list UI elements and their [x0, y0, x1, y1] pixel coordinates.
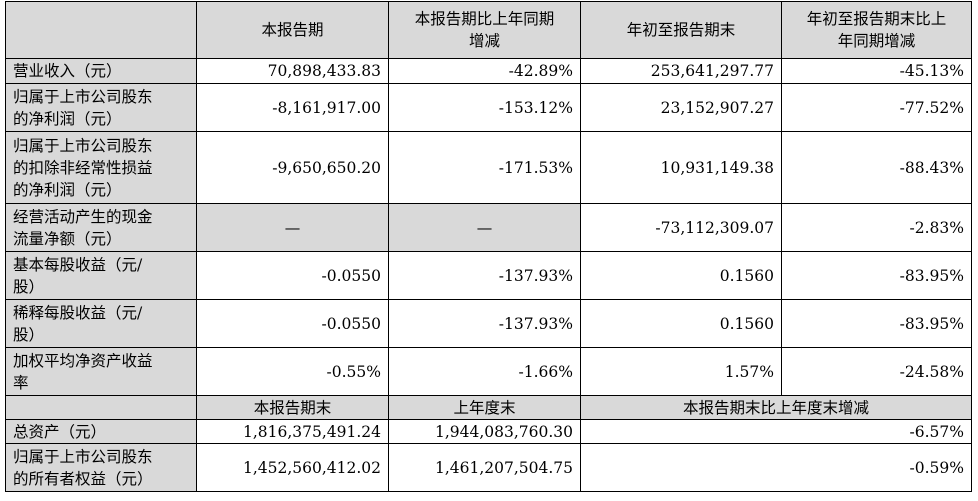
cell-yoy: -171.53% — [388, 131, 581, 204]
row-label-line: 的净利润（元） — [13, 180, 122, 199]
header-ytd: 年初至报告期末 — [580, 1, 782, 59]
row-label-line: 的扣除非经常性损益 — [13, 158, 153, 177]
cell-yoy: -153.12% — [388, 83, 581, 132]
cell-ytd-yoy: -88.43% — [781, 131, 972, 204]
financial-summary-table: 本报告期 本报告期比上年同期 增减 年初至报告期末 年初至报告期末比上 年同期增减 … — [5, 1, 972, 492]
row-label-line: 流量净额（元） — [13, 229, 122, 248]
row-label: 归属于上市公司股东 的扣除非经常性损益 的净利润（元） — [5, 131, 197, 204]
cell-current: -0.0550 — [196, 251, 389, 300]
row-label-line: 的所有者权益（元） — [13, 469, 153, 488]
header2-blank-cell — [5, 395, 197, 420]
row-label-line: 归属于上市公司股东 — [13, 87, 153, 106]
row-label: 经营活动产生的现金 流量净额（元） — [5, 203, 197, 252]
row-label-line: 加权平均净资产收益 — [13, 351, 153, 370]
cell-prior-year-end: 1,944,083,760.30 — [388, 419, 581, 444]
table-row: 总资产（元） 1,816,375,491.24 1,944,083,760.30… — [5, 419, 972, 444]
cell-ytd: 0.1560 — [580, 251, 782, 300]
cell-change: -6.57% — [580, 419, 972, 444]
cell-current: -8,161,917.00 — [196, 83, 389, 132]
header2-period-end: 本报告期末 — [196, 395, 389, 420]
cell-ytd-yoy: -83.95% — [781, 299, 972, 348]
cell-ytd: 10,931,149.38 — [580, 131, 782, 204]
cell-ytd: 0.1560 — [580, 299, 782, 348]
cell-current: — — [196, 203, 389, 252]
cell-ytd-yoy: -2.83% — [781, 203, 972, 252]
cell-change: -0.59% — [580, 443, 972, 492]
cell-yoy: -1.66% — [388, 347, 581, 396]
cell-yoy: -42.89% — [388, 58, 581, 84]
cell-yoy: — — [388, 203, 581, 252]
cell-yoy: -137.93% — [388, 299, 581, 348]
table-row: 营业收入（元） 70,898,433.83 -42.89% 253,641,29… — [5, 58, 972, 84]
row-label-line: 总资产（元） — [13, 422, 107, 441]
row-label: 加权平均净资产收益率 — [5, 347, 197, 396]
row-label: 基本每股收益（元/股） — [5, 251, 197, 300]
row-label-line: 的净利润（元） — [13, 109, 122, 128]
header-yoy-change: 本报告期比上年同期 增减 — [388, 1, 581, 59]
row-label: 稀释每股收益（元/股） — [5, 299, 197, 348]
header-ytd-yoy: 年初至报告期末比上 年同期增减 — [781, 1, 972, 59]
header-blank-cell — [5, 1, 197, 59]
table-row: 稀释每股收益（元/股） -0.0550 -137.93% 0.1560 -83.… — [5, 299, 972, 348]
cell-current: -0.0550 — [196, 299, 389, 348]
cell-ytd: 23,152,907.27 — [580, 83, 782, 132]
cell-ytd: -73,112,309.07 — [580, 203, 782, 252]
row-label: 归属于上市公司股东 的净利润（元） — [5, 83, 197, 132]
header-row-balance: 本报告期末 上年度末 本报告期末比上年度末增减 — [5, 395, 972, 420]
row-label-line: 营业收入（元） — [13, 62, 122, 80]
row-label: 归属于上市公司股东 的所有者权益（元） — [5, 443, 197, 492]
row-label-line: 归属于上市公司股东 — [13, 447, 153, 466]
header2-change: 本报告期末比上年度末增减 — [580, 395, 972, 420]
row-label-line: 率 — [13, 373, 29, 392]
header-current-period-text: 本报告期 — [261, 21, 324, 39]
row-label-line: 稀释每股收益（元/ — [13, 303, 143, 322]
row-label: 总资产（元） — [5, 419, 197, 444]
cell-ytd: 253,641,297.77 — [580, 58, 782, 84]
cell-period-end: 1,452,560,412.02 — [196, 443, 389, 492]
header-current-period: 本报告期 — [196, 1, 389, 59]
header-row: 本报告期 本报告期比上年同期 增减 年初至报告期末 年初至报告期末比上 年同期增减 — [5, 1, 972, 59]
cell-current: -9,650,650.20 — [196, 131, 389, 204]
cell-ytd-yoy: -77.52% — [781, 83, 972, 132]
cell-prior-year-end: 1,461,207,504.75 — [388, 443, 581, 492]
table-row: 归属于上市公司股东 的所有者权益（元） 1,452,560,412.02 1,46… — [5, 443, 972, 492]
cell-current: 70,898,433.83 — [196, 58, 389, 84]
row-label-line: 股） — [13, 277, 45, 296]
header-yoy-line2: 增减 — [468, 32, 500, 50]
cell-current: -0.55% — [196, 347, 389, 396]
header-ytd-yoy-line1: 年初至报告期末比上 — [806, 10, 947, 28]
header2-prior-year-end: 上年度末 — [388, 395, 581, 420]
table-row: 加权平均净资产收益率 -0.55% -1.66% 1.57% -24.58% — [5, 347, 972, 396]
header-ytd-text: 年初至报告期末 — [626, 21, 736, 39]
row-label-line: 基本每股收益（元/ — [13, 255, 143, 274]
table-row: 归属于上市公司股东 的净利润（元） -8,161,917.00 -153.12% … — [5, 83, 972, 132]
cell-ytd-yoy: -24.58% — [781, 347, 972, 396]
table-row: 基本每股收益（元/股） -0.0550 -137.93% 0.1560 -83.… — [5, 251, 972, 300]
cell-yoy: -137.93% — [388, 251, 581, 300]
table-row: 经营活动产生的现金 流量净额（元） — — -73,112,309.07 -2.8… — [5, 203, 972, 252]
cell-ytd: 1.57% — [580, 347, 782, 396]
header-ytd-yoy-line2: 年同期增减 — [837, 32, 916, 50]
row-label-line: 股） — [13, 325, 45, 344]
row-label-line: 经营活动产生的现金 — [13, 207, 153, 226]
table-row: 归属于上市公司股东 的扣除非经常性损益 的净利润（元） -9,650,650.20 … — [5, 131, 972, 204]
cell-period-end: 1,816,375,491.24 — [196, 419, 389, 444]
row-label: 营业收入（元） — [5, 58, 197, 84]
header-yoy-line1: 本报告期比上年同期 — [414, 10, 555, 28]
cell-ytd-yoy: -83.95% — [781, 251, 972, 300]
cell-ytd-yoy: -45.13% — [781, 58, 972, 84]
row-label-line: 归属于上市公司股东 — [13, 136, 153, 155]
